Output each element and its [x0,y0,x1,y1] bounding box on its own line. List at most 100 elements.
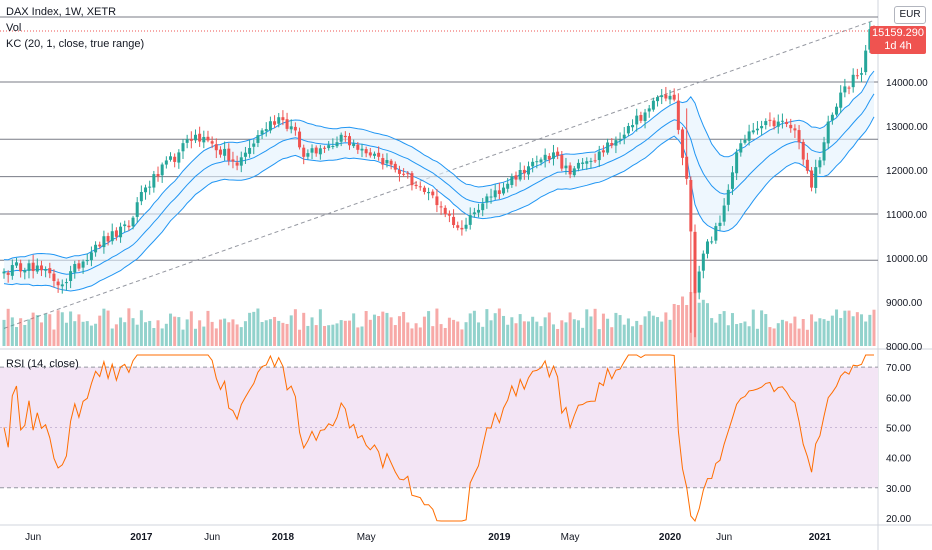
volume-bar [381,311,385,346]
volume-bar [139,310,143,346]
volume-bar [464,322,468,346]
candle-body [148,186,152,188]
volume-bar [751,309,755,346]
volume-bar [726,325,730,346]
candle-body [681,129,685,158]
volume-bar [372,314,376,346]
rsi-axis-tick: 50.00 [886,423,911,434]
volume-bar [589,316,593,346]
candle-body [556,151,560,156]
currency-button[interactable]: EUR [894,6,926,24]
volume-bar [214,328,218,346]
volume-bar [422,316,426,346]
candle-body [676,100,680,130]
volume-bar [177,317,181,346]
volume-bar [19,318,23,346]
candle-body [227,148,231,161]
candle-body [23,270,27,273]
volume-legend: Vol [6,22,22,34]
candle-body [547,155,551,160]
candle-body [805,159,809,171]
volume-bar [277,320,281,346]
candle-body [493,190,497,198]
volume-bar [231,319,235,346]
volume-bar [601,313,605,346]
price-axis-tick: 9000.00 [886,298,923,309]
candle-body [810,170,814,188]
candle-body [352,143,356,147]
volume-bar [181,329,185,346]
volume-bar [356,327,360,346]
candle-body [739,143,743,153]
volume-bar [160,328,164,346]
candle-body [564,165,568,169]
candle-body [298,131,302,148]
candle-body [818,160,822,168]
time-axis-tick: May [357,532,376,543]
volume-bar [235,324,239,346]
volume-bar [293,309,297,346]
volume-bar [44,313,48,346]
volume-bar [452,319,456,346]
volume-bar [535,321,539,346]
volume-bar [581,327,585,346]
candle-body [755,128,759,131]
candle-body [94,244,98,253]
candle-body [735,152,739,174]
candle-body [631,125,635,128]
volume-bar [298,329,302,346]
candle-body [60,284,64,287]
candle-body [110,231,114,242]
volume-bar [556,328,560,346]
volume-bar [872,309,876,346]
volume-bar [193,328,197,346]
volume-bar [331,324,335,346]
volume-bar [851,316,855,346]
candle-body [393,163,397,170]
rsi-axis-tick: 70.00 [886,363,911,374]
volume-bar [397,316,401,346]
candle-body [730,172,734,189]
volume-bar [352,313,356,346]
candle-body [156,174,160,177]
volume-bar [597,329,601,346]
candle-body [318,148,322,155]
candle-body [206,136,210,141]
volume-bar [52,329,56,346]
volume-bar [622,324,626,346]
volume-bar [701,299,705,346]
volume-bar [477,322,481,346]
candle-body [44,269,48,271]
volume-bar [35,315,39,346]
candle-body [310,148,314,153]
volume-bar [755,328,759,346]
volume-bar [148,320,152,346]
volume-bar [739,323,743,346]
volume-bar [676,305,680,346]
volume-bar [805,329,809,346]
volume-bar [672,303,676,346]
volume-bar [860,314,864,346]
candle-body [335,142,339,147]
candle-body [443,207,447,214]
candle-body [189,139,193,141]
candle-body [668,95,672,100]
candle-body [339,134,343,142]
volume-bar [447,317,451,346]
volume-bar [418,327,422,346]
candle-body [839,92,843,108]
volume-bar [306,325,310,346]
candle-body [502,187,506,194]
candle-body [760,126,764,129]
volume-bar [847,310,851,346]
volume-bar [460,329,464,346]
volume-bar [830,315,834,346]
volume-bar [651,315,655,346]
volume-bar [551,324,555,346]
candle-body [52,273,56,282]
volume-bar [56,310,60,346]
candle-body [622,134,626,139]
volume-bar [289,315,293,346]
volume-bar [268,319,272,346]
